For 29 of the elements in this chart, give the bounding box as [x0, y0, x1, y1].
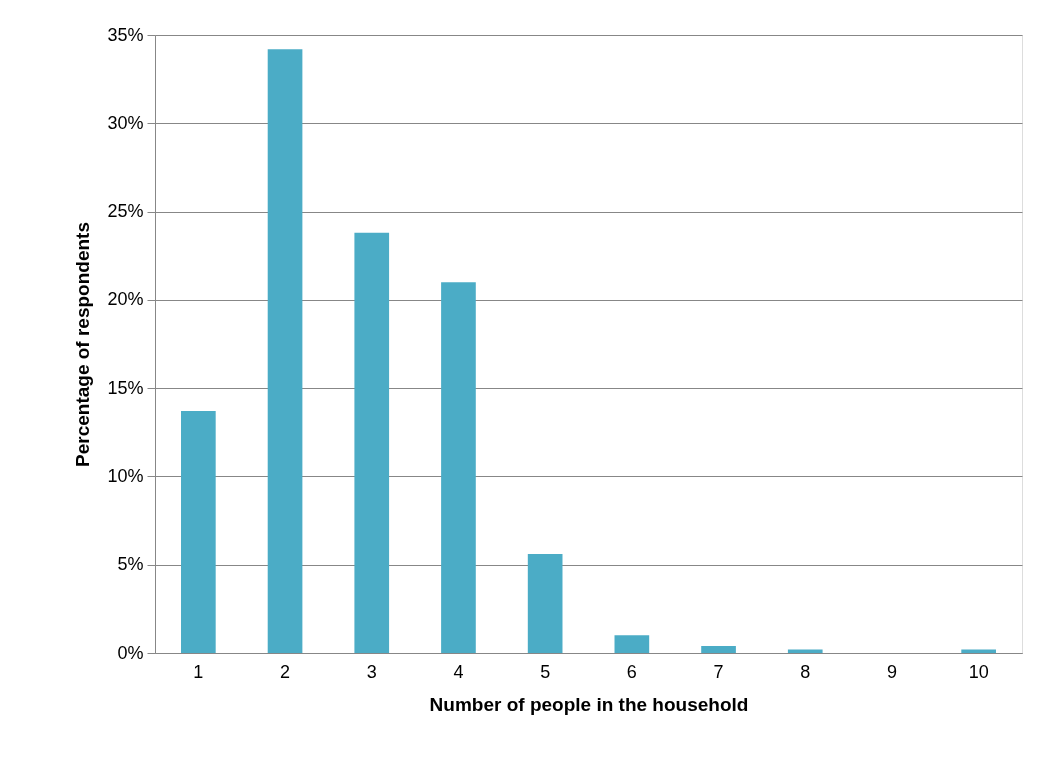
- bar: [961, 649, 996, 653]
- x-tick-label: 10: [968, 661, 989, 682]
- y-tick-label: 25%: [107, 201, 144, 222]
- bar: [441, 282, 476, 653]
- x-tick-label: 4: [453, 661, 464, 682]
- x-tick-label: 2: [280, 661, 291, 682]
- y-tick-label: 35%: [107, 24, 144, 45]
- bar: [787, 649, 823, 653]
- bar: [181, 411, 216, 653]
- bar: [267, 49, 303, 653]
- y-tick-label: 5%: [117, 554, 144, 575]
- x-tick-label: 9: [886, 661, 897, 682]
- x-tick-label: 5: [540, 661, 551, 682]
- bar: [354, 232, 390, 653]
- y-tick-label: 30%: [107, 112, 144, 133]
- x-tick-label: 6: [626, 661, 637, 682]
- y-tick-label: 0%: [117, 642, 144, 663]
- bar: [527, 554, 563, 653]
- x-tick-label: 7: [713, 661, 724, 682]
- x-tick-label: 3: [366, 661, 377, 682]
- y-tick-label: 20%: [107, 289, 144, 310]
- bar: [701, 645, 736, 653]
- y-tick-label: 10%: [107, 465, 144, 486]
- y-axis-title: Percentage of respondents: [72, 222, 94, 467]
- bar: [614, 635, 650, 653]
- y-tick-label: 15%: [107, 377, 144, 398]
- x-tick-label: 8: [800, 661, 811, 682]
- x-tick-label: 1: [193, 661, 204, 682]
- x-axis-title: Number of people in the household: [429, 693, 749, 715]
